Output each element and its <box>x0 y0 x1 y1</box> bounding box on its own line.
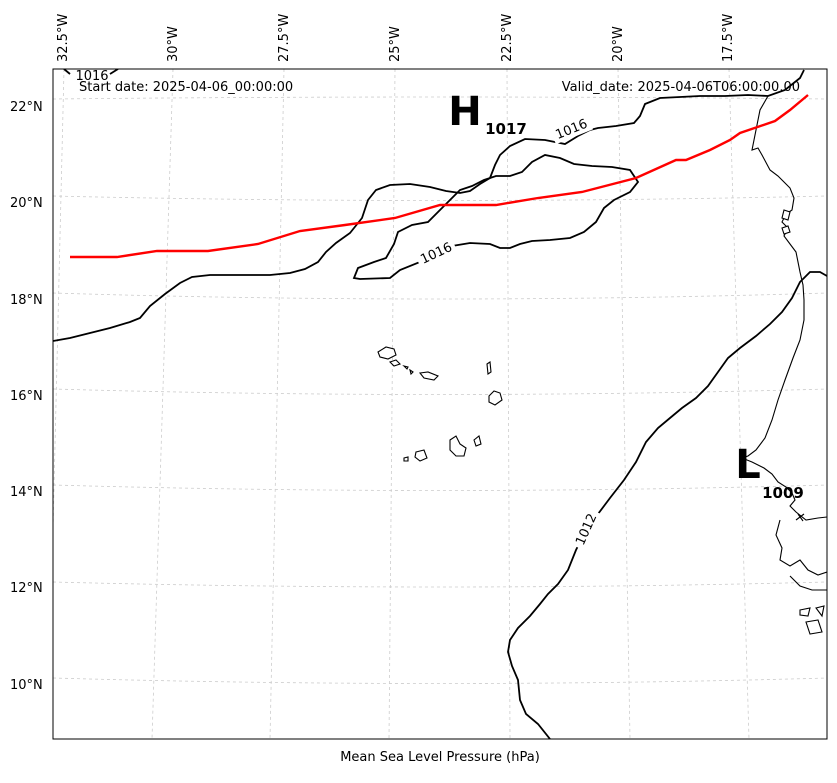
low-pressure-center: L 1009 <box>735 442 804 502</box>
lon-tick-label: 27.5°W <box>277 14 292 62</box>
lat-tick-label: 22°N <box>10 100 43 115</box>
cape-verde-islands <box>377 346 503 462</box>
lon-tick-label: 22.5°W <box>500 14 515 62</box>
lat-tick-label: 12°N <box>10 581 43 596</box>
lon-tick-label: 20°W <box>611 26 626 62</box>
valid-date-label: Valid_date: 2025-04-06T06:00:00.00 <box>562 80 800 95</box>
lat-tick-label: 10°N <box>10 678 43 693</box>
lon-tick-label: 25°W <box>388 26 403 62</box>
start-date-label: Start date: 2025-04-06_00:00:00 <box>79 80 293 95</box>
longitude-axis: 32.5°W 30°W 27.5°W 25°W 22.5°W 20°W 17.5… <box>56 14 736 62</box>
lon-tick-label: 32.5°W <box>56 14 71 62</box>
isobars <box>53 69 827 739</box>
map-caption: Mean Sea Level Pressure (hPa) <box>340 750 540 765</box>
storm-track <box>70 94 809 259</box>
graticule <box>53 69 827 739</box>
high-pressure-letter: H <box>448 89 481 135</box>
coastline <box>741 95 827 635</box>
map-frame <box>52 68 828 740</box>
lat-tick-label: 20°N <box>10 196 43 211</box>
low-pressure-value: 1009 <box>762 484 804 502</box>
lon-tick-label: 30°W <box>166 26 181 62</box>
lat-tick-label: 16°N <box>10 389 43 404</box>
lat-tick-label: 18°N <box>10 293 43 308</box>
lat-tick-label: 14°N <box>10 485 43 500</box>
high-pressure-value: 1017 <box>485 120 527 138</box>
isobar-1016-north <box>53 69 805 342</box>
contour-label: 1016 <box>75 69 108 84</box>
map-area: 1016 1016 1016 1012 H 1017 L 1009 St <box>53 69 827 739</box>
lon-tick-label: 17.5°W <box>721 14 736 62</box>
isobar-1016-corner <box>63 69 119 75</box>
isobar-1016-south <box>352 154 640 280</box>
latitude-axis: 22°N 20°N 18°N 16°N 14°N 12°N 10°N <box>10 100 43 693</box>
high-pressure-center: H 1017 <box>448 89 527 138</box>
isobar-1012 <box>507 271 827 739</box>
low-pressure-letter: L <box>735 442 761 488</box>
